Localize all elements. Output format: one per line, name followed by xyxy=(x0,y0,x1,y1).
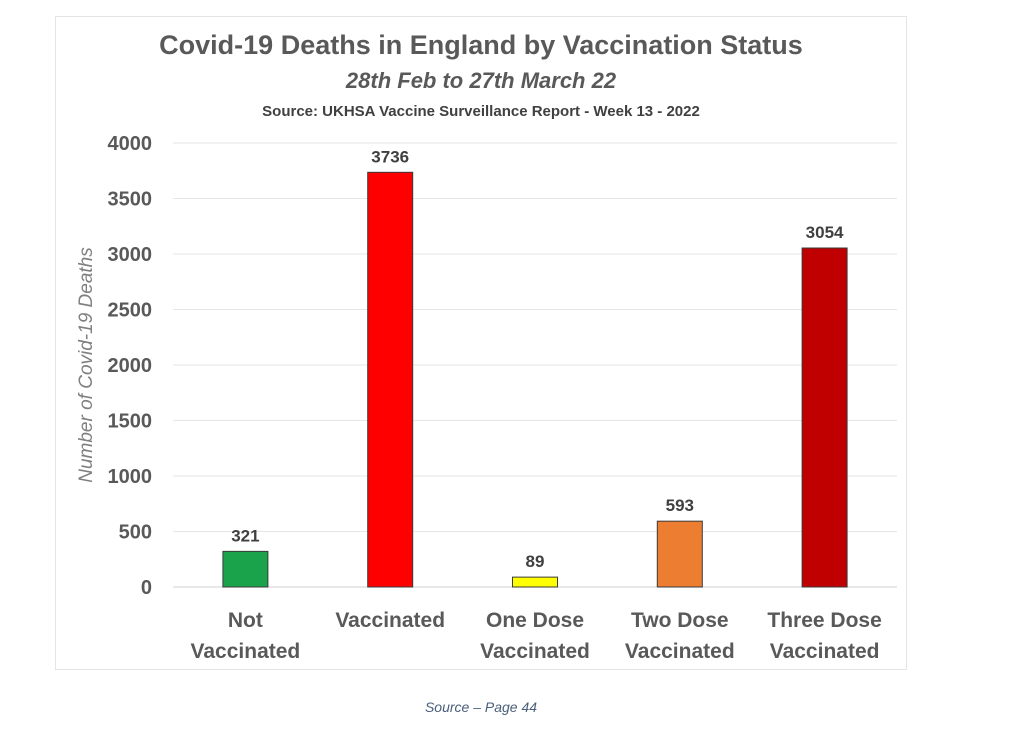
chart-source-line: Source: UKHSA Vaccine Surveillance Repor… xyxy=(262,103,700,120)
y-tick-label: 0 xyxy=(141,577,152,599)
x-tick-label: Vaccinated xyxy=(770,640,880,663)
chart-subtitle: 28th Feb to 27th March 22 xyxy=(345,68,617,93)
data-label: 3736 xyxy=(371,147,409,166)
x-tick-label: Vaccinated xyxy=(191,640,301,663)
bar xyxy=(656,520,703,588)
x-tick-label: Vaccinated xyxy=(480,640,590,663)
y-tick-label: 3000 xyxy=(108,244,153,266)
data-label: 321 xyxy=(231,526,259,545)
bar xyxy=(512,576,558,588)
x-tick-label: Three Dose xyxy=(767,609,881,632)
x-tick-label: Vaccinated xyxy=(625,640,735,663)
bar xyxy=(801,247,848,588)
bar xyxy=(222,550,269,588)
chart-title: Covid-19 Deaths in England by Vaccinatio… xyxy=(159,30,803,60)
data-label: 89 xyxy=(526,552,545,571)
source-caption: Source – Page 44 xyxy=(424,699,538,715)
bar-chart: Covid-19 Deaths in England by Vaccinatio… xyxy=(76,30,897,663)
y-tick-label: 2000 xyxy=(108,355,153,377)
y-tick-label: 4000 xyxy=(108,133,153,155)
y-tick-label: 1500 xyxy=(108,411,153,433)
bar xyxy=(367,171,414,588)
y-tick-label: 3500 xyxy=(108,189,153,211)
chart-frame xyxy=(55,16,907,670)
data-label: 3054 xyxy=(806,223,844,242)
y-tick-label: 500 xyxy=(119,522,152,544)
x-tick-label: One Dose xyxy=(486,609,584,632)
x-tick-label: Vaccinated xyxy=(335,609,445,632)
x-tick-label: Two Dose xyxy=(631,609,729,632)
y-tick-label: 1000 xyxy=(108,466,153,488)
y-tick-label: 2500 xyxy=(108,300,153,322)
x-tick-label: Not xyxy=(228,609,263,632)
data-label: 593 xyxy=(666,496,694,515)
y-axis-label: Number of Covid-19 Deaths xyxy=(76,247,97,483)
